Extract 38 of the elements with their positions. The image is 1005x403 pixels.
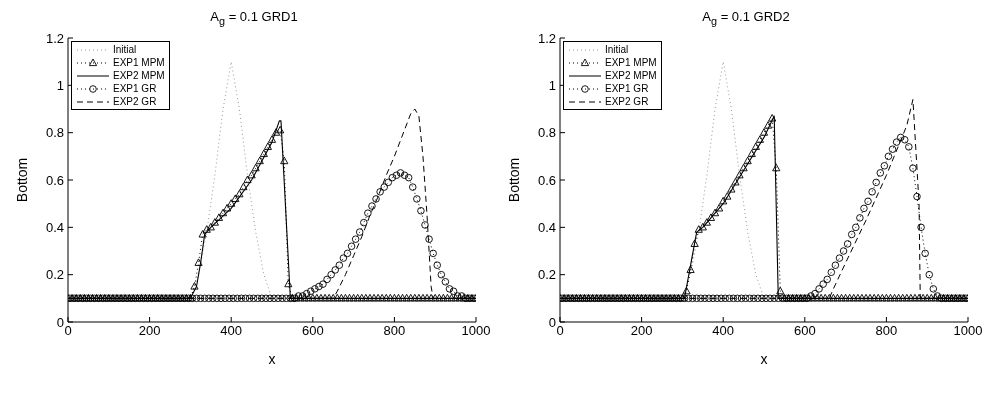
x-axis-title: x: [760, 351, 768, 367]
y-tick-label: 0.4: [45, 219, 64, 235]
legend-label: EXP2 GR: [605, 96, 649, 107]
y-tick-label: 0.2: [45, 267, 64, 283]
y-tick-label: 0.2: [537, 267, 556, 283]
legend-label: EXP1 GR: [605, 83, 649, 94]
x-tick-label: 200: [138, 323, 161, 339]
x-tick-label: 1000: [461, 323, 491, 339]
y-tick-label: 1: [548, 77, 556, 93]
x-tick-label: 400: [220, 323, 243, 339]
y-axis-title: Bottom: [13, 157, 30, 203]
legend-label: EXP1 MPM: [113, 57, 165, 68]
y-tick-label: 0.8: [45, 125, 64, 141]
legend-label: EXP1 MPM: [605, 57, 657, 68]
chart-title: A$_{g}$ = 0.1 GRD2: [701, 8, 791, 29]
legend-label: EXP1 GR: [113, 83, 157, 94]
x-tick-label: 200: [630, 323, 653, 339]
y-axis-title: Bottom: [505, 157, 522, 203]
y-tick-label: 1.2: [537, 30, 556, 46]
x-tick-label: 600: [301, 323, 324, 339]
y-tick-label: 0.4: [537, 219, 556, 235]
x-tick-label: 800: [383, 323, 406, 339]
y-tick-label: 0.8: [537, 125, 556, 141]
legend-label: EXP2 MPM: [605, 70, 657, 81]
x-tick-label: 400: [712, 323, 735, 339]
y-tick-label: 0.6: [45, 172, 64, 188]
x-tick-label: 600: [793, 323, 816, 339]
y-tick-label: 0.6: [537, 172, 556, 188]
legend-label: EXP2 MPM: [113, 70, 165, 81]
chart-title: A$_{g}$ = 0.1 GRD1: [209, 8, 299, 29]
x-tick-label: 800: [875, 323, 898, 339]
x-tick-label: 1000: [953, 323, 983, 339]
y-tick-label: 1.2: [45, 30, 64, 46]
legend-label: Initial: [605, 44, 629, 55]
legend-label: Initial: [113, 44, 137, 55]
y-tick-label: 1: [56, 77, 64, 93]
x-axis-title: x: [268, 351, 276, 367]
legend-label: EXP2 GR: [113, 96, 157, 107]
